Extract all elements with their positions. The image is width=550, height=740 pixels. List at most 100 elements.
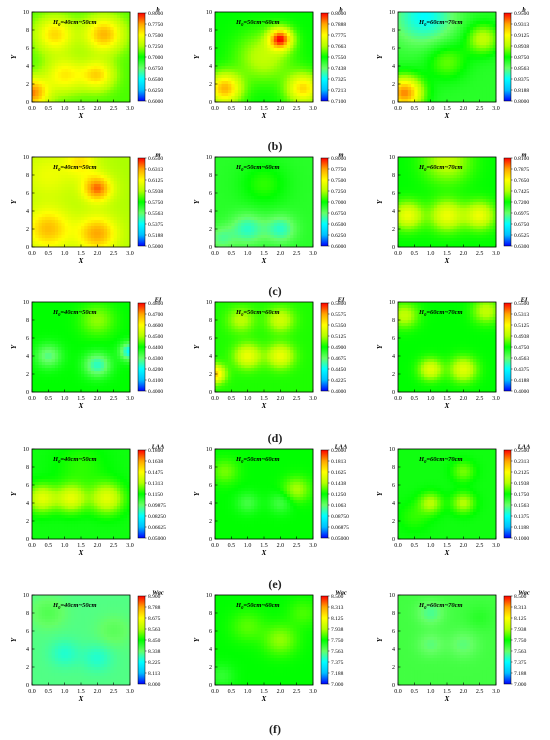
field-cell xyxy=(277,238,281,242)
field-cell xyxy=(58,93,62,97)
field-cell xyxy=(74,238,79,242)
field-cell xyxy=(270,184,275,188)
field-cell xyxy=(221,18,226,22)
field-cell xyxy=(309,232,314,236)
field-cell xyxy=(296,238,301,242)
field-cell xyxy=(469,39,474,43)
field-cell xyxy=(113,241,118,245)
field-cell xyxy=(224,205,229,209)
field-cell xyxy=(299,99,304,103)
field-cell xyxy=(113,205,118,209)
field-cell xyxy=(460,96,464,100)
field-cell xyxy=(244,190,249,194)
field-cell xyxy=(440,99,445,103)
field-cell xyxy=(215,235,219,239)
field-cell xyxy=(254,193,258,197)
field-cell xyxy=(424,39,428,43)
field-cell xyxy=(306,99,311,103)
field-cell xyxy=(286,193,291,197)
field-cell xyxy=(38,93,43,97)
field-cell xyxy=(61,214,66,218)
field-cell xyxy=(489,57,494,61)
field-cell xyxy=(123,33,128,37)
field-cell xyxy=(77,229,82,233)
field-cell xyxy=(123,241,128,245)
field-cell xyxy=(94,187,98,191)
field-cell xyxy=(45,226,49,230)
field-cell xyxy=(447,178,451,182)
field-cell xyxy=(41,190,46,194)
field-cell xyxy=(241,15,245,19)
field-cell xyxy=(254,12,258,16)
field-cell xyxy=(237,30,242,34)
field-cell xyxy=(244,48,249,52)
field-cell xyxy=(234,163,239,167)
field-cell xyxy=(476,45,481,49)
field-cell xyxy=(87,69,92,73)
field-cell xyxy=(401,18,405,22)
field-cell xyxy=(440,48,445,52)
field-cell xyxy=(447,15,451,19)
field-cell xyxy=(103,66,108,70)
field-cell xyxy=(61,63,66,67)
field-cell xyxy=(120,18,124,22)
field-cell xyxy=(463,160,467,164)
field-cell xyxy=(303,33,307,37)
field-cell xyxy=(123,57,128,61)
field-cell xyxy=(45,93,49,97)
field-cell xyxy=(224,66,229,70)
field-cell xyxy=(293,45,298,49)
field-cell xyxy=(45,181,49,185)
field-cell xyxy=(90,232,95,236)
field-cell xyxy=(257,12,262,16)
field-cell xyxy=(237,181,242,185)
field-cell xyxy=(41,96,46,100)
field-cell xyxy=(97,27,101,31)
field-cell xyxy=(309,51,314,55)
field-cell xyxy=(257,84,262,88)
field-cell xyxy=(110,178,115,182)
field-cell xyxy=(414,75,418,79)
field-cell xyxy=(126,226,131,230)
field-cell xyxy=(247,87,252,91)
field-cell xyxy=(45,244,49,248)
field-cell xyxy=(120,51,124,55)
field-cell xyxy=(87,238,92,242)
field-cell xyxy=(257,232,262,236)
field-cell xyxy=(84,57,88,61)
field-cell xyxy=(296,33,301,37)
field-cell xyxy=(460,39,464,43)
field-cell xyxy=(250,196,255,200)
field-cell xyxy=(267,90,271,94)
field-cell xyxy=(414,45,418,49)
field-cell xyxy=(218,81,222,85)
field-cell xyxy=(437,39,441,43)
field-cell xyxy=(264,66,268,70)
field-cell xyxy=(420,60,425,64)
field-cell xyxy=(77,72,82,76)
field-cell xyxy=(103,84,108,88)
field-cell xyxy=(273,220,278,224)
field-cell xyxy=(120,244,124,248)
field-cell xyxy=(90,199,95,203)
field-cell xyxy=(283,223,288,227)
field-cell xyxy=(260,24,265,28)
field-cell xyxy=(231,223,235,227)
field-cell xyxy=(64,99,69,103)
field-cell xyxy=(299,163,304,167)
field-cell xyxy=(64,78,69,82)
field-cell xyxy=(241,208,245,212)
field-cell xyxy=(309,60,314,64)
field-cell xyxy=(48,193,52,197)
field-cell xyxy=(476,160,481,164)
x-axis-label: X xyxy=(444,112,450,120)
field-cell xyxy=(476,169,481,173)
x-tick-label: 0.5 xyxy=(45,251,53,257)
field-cell xyxy=(231,211,235,215)
field-cell xyxy=(123,235,128,239)
field-cell xyxy=(296,241,301,245)
field-cell xyxy=(97,24,101,28)
field-cell xyxy=(64,18,69,22)
field-cell xyxy=(126,51,131,55)
field-cell xyxy=(221,193,226,197)
